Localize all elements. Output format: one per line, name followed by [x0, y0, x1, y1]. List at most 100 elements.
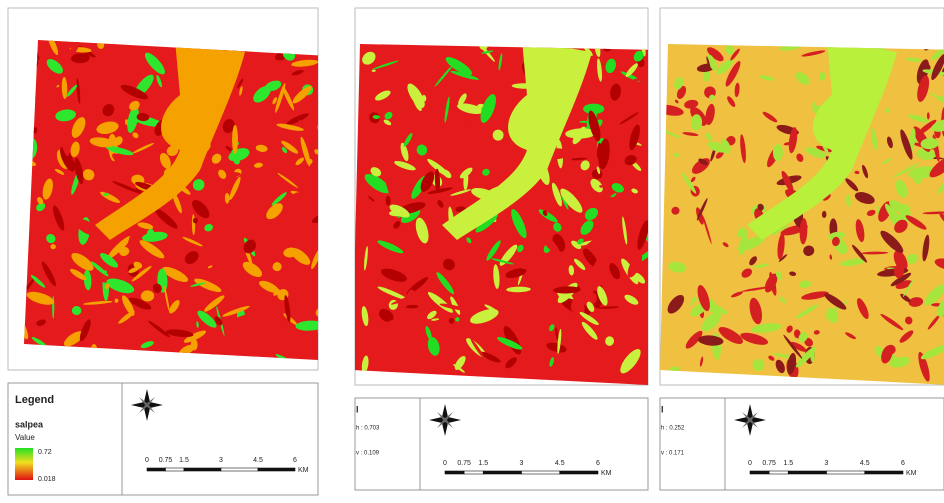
raster-patch: [527, 34, 533, 43]
scale-label: 0.75: [762, 460, 776, 467]
legend-title: l: [356, 404, 359, 414]
raster-patch: [232, 125, 238, 154]
scale-segment: [445, 471, 464, 474]
scale-segment: [522, 471, 560, 474]
scale-label: 4.5: [860, 460, 870, 467]
raster-patch: [247, 358, 260, 370]
map-composite: LegendsalpeaValue0.720.01800.751.534.56K…: [0, 0, 944, 503]
raster-patch: [795, 25, 821, 49]
scale-unit: KM: [906, 470, 917, 477]
legend-title: l: [661, 404, 664, 414]
raster-patch: [902, 41, 922, 48]
raster-patch: [212, 29, 243, 41]
raster-patch: [729, 27, 739, 38]
scale-label: 4.5: [253, 457, 263, 464]
raster-patch: [331, 100, 344, 115]
legend-box: [660, 398, 944, 490]
scale-label: 0: [145, 457, 149, 464]
raster-patch: [839, 29, 861, 38]
raster-patch: [209, 361, 213, 374]
raster-patch: [117, 352, 142, 362]
raster-patch: [321, 101, 347, 125]
scale-unit: KM: [298, 467, 309, 474]
scale-segment: [769, 471, 788, 474]
raster-patch: [327, 160, 339, 173]
ramp-low: 0.018: [38, 476, 56, 483]
scale-label: 3: [825, 460, 829, 467]
raster-patch: [12, 178, 25, 186]
raster-patch: [921, 29, 938, 52]
raster-patch: [202, 24, 205, 48]
raster-patch: [642, 27, 653, 34]
raster-patch: [260, 23, 275, 50]
scale-segment: [865, 471, 903, 474]
raster-patch: [653, 164, 659, 171]
legend-field: Value: [15, 433, 35, 442]
scale-label: 3: [520, 460, 524, 467]
scale-segment: [464, 471, 483, 474]
raster-patch: [22, 62, 32, 74]
raster-patch: [176, 21, 184, 39]
stat-low: v : 0.171: [661, 451, 685, 457]
raster-patch: [109, 361, 119, 377]
scale-segment: [221, 468, 258, 471]
raster-patch: [502, 34, 512, 46]
raster-patch: [320, 259, 350, 269]
map-raster: [352, 17, 683, 385]
scale-label: 3: [219, 457, 223, 464]
scale-label: 6: [293, 457, 297, 464]
scale-label: 1.5: [478, 460, 488, 467]
color-ramp: [15, 448, 33, 480]
scale-segment: [560, 471, 598, 474]
raster-patch: [648, 272, 665, 282]
raster-patch: [651, 102, 660, 112]
raster-patch: [320, 194, 329, 203]
scale-label: 1.5: [179, 457, 189, 464]
scale-label: 6: [596, 460, 600, 467]
raster-patch: [649, 44, 655, 50]
scale-segment: [147, 468, 166, 471]
raster-patch: [496, 24, 515, 43]
map-raster: [656, 25, 944, 385]
raster-patch: [158, 360, 183, 379]
raster-patch: [243, 48, 250, 51]
raster-patch: [115, 30, 139, 41]
stat-low: v : 0.109: [356, 451, 380, 457]
scale-label: 0: [443, 460, 447, 467]
scale-label: 0.75: [159, 457, 173, 464]
raster-patch: [493, 35, 505, 46]
raster-patch: [317, 323, 329, 338]
raster-patch: [921, 29, 936, 45]
scale-label: 4.5: [555, 460, 565, 467]
scale-segment: [788, 471, 826, 474]
legend-title: Legend: [15, 394, 54, 406]
raster-patch: [67, 347, 90, 355]
raster-patch: [319, 323, 331, 331]
raster-patch: [14, 33, 23, 41]
raster-patch: [422, 17, 445, 44]
stat-high: h : 0.703: [356, 426, 380, 432]
scale-label: 6: [901, 460, 905, 467]
raster-patch: [712, 32, 739, 45]
raster-patch: [647, 158, 667, 177]
legend-layer: salpea: [15, 419, 44, 429]
scale-segment: [258, 468, 295, 471]
scale-label: 1.5: [783, 460, 793, 467]
raster-patch: [389, 23, 419, 41]
ramp-high: 0.72: [38, 449, 52, 456]
scale-label: 0: [748, 460, 752, 467]
scale-segment: [166, 468, 185, 471]
raster-patch: [653, 181, 661, 187]
scale-segment: [827, 471, 865, 474]
raster-patch: [50, 244, 55, 249]
raster-patch: [58, 349, 80, 366]
raster-patch: [127, 358, 145, 368]
scale-segment: [483, 471, 521, 474]
raster-patch: [318, 151, 330, 182]
stat-high: h : 0.252: [661, 426, 685, 432]
raster-patch: [530, 27, 539, 49]
scale-segment: [750, 471, 769, 474]
raster-patch: [496, 31, 509, 42]
raster-patch: [316, 307, 330, 318]
raster-patch: [291, 37, 311, 56]
